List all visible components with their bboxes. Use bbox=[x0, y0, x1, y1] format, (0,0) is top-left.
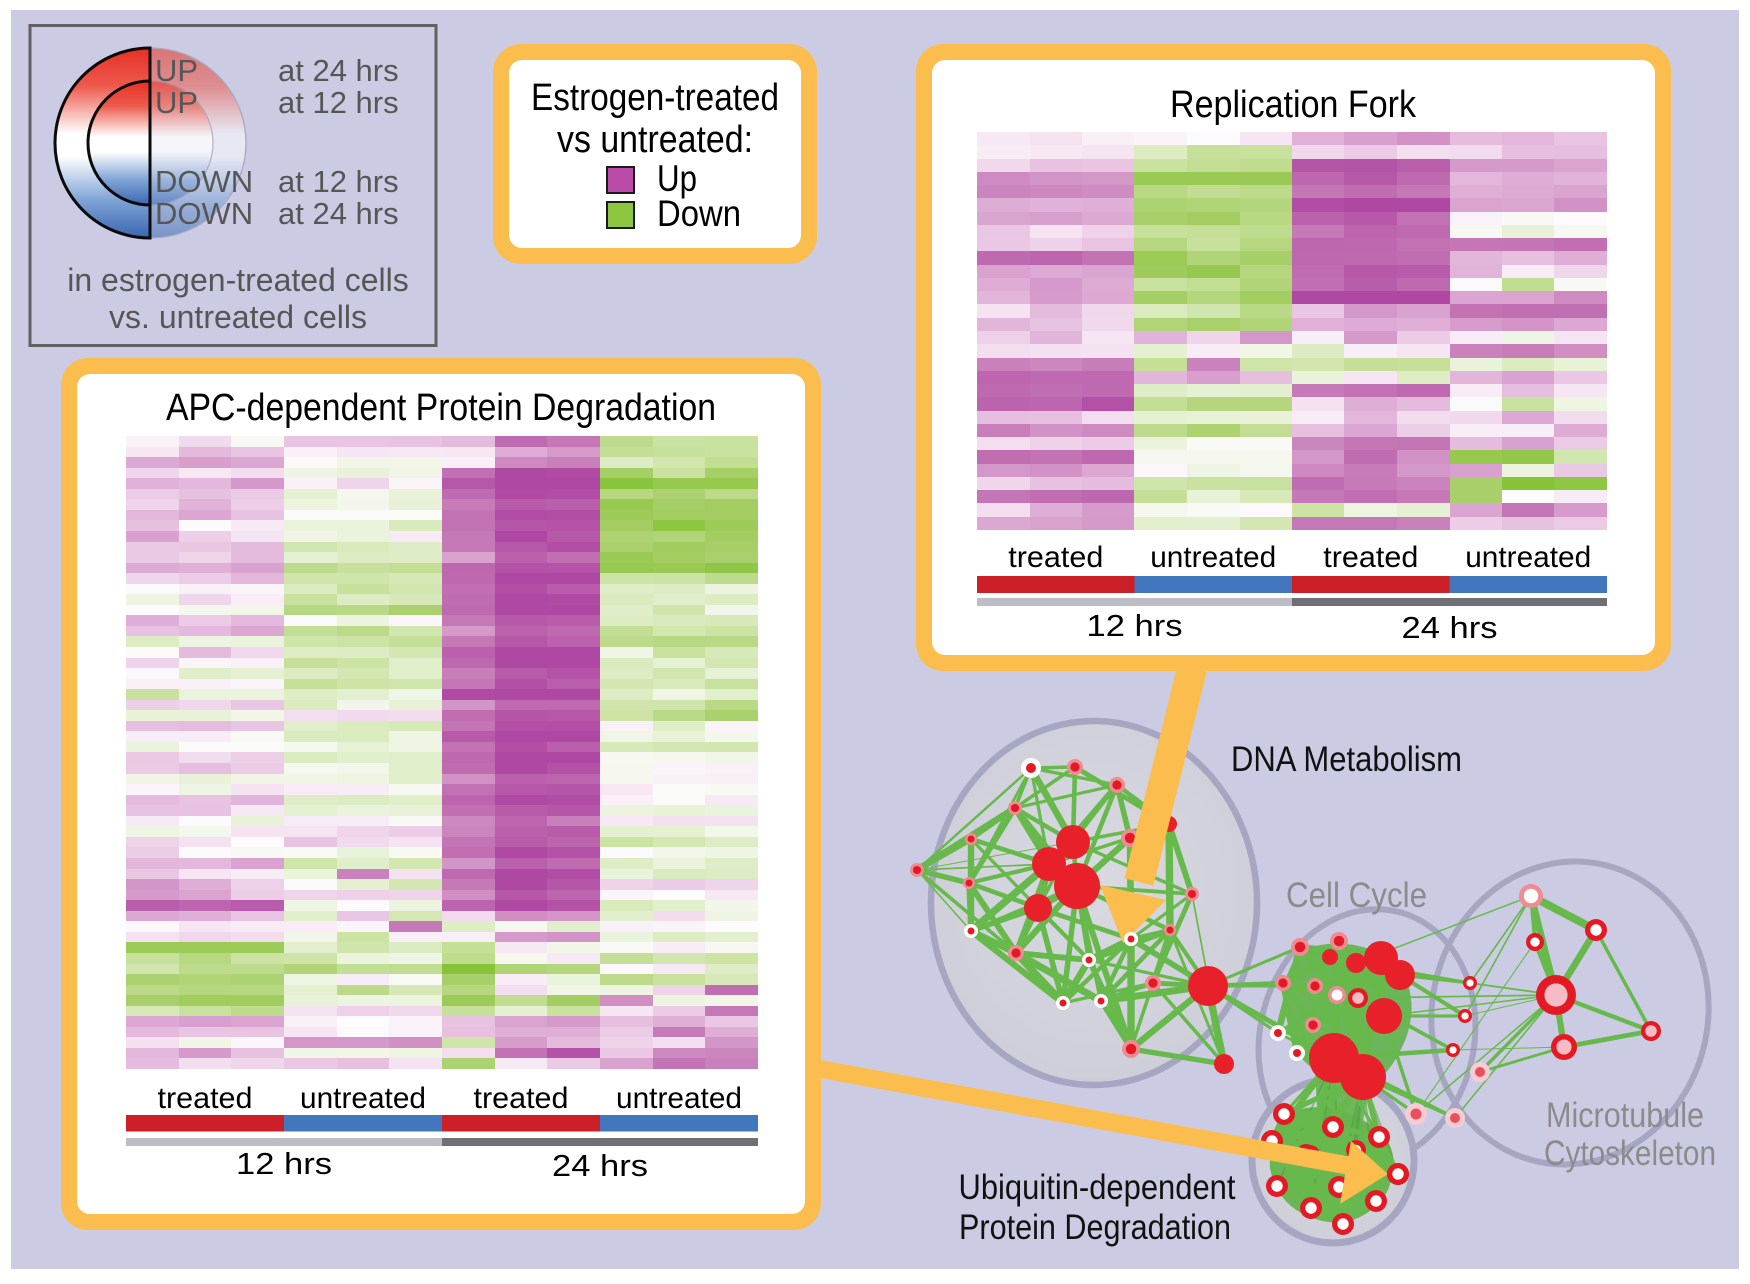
svg-text:Cytoskeleton: Cytoskeleton bbox=[1544, 1133, 1716, 1173]
svg-text:vs. untreated cells: vs. untreated cells bbox=[109, 299, 367, 335]
svg-text:untreated: untreated bbox=[1465, 541, 1591, 574]
svg-text:at 12 hrs: at 12 hrs bbox=[278, 164, 399, 199]
svg-text:APC-dependent Protein Degradat: APC-dependent Protein Degradation bbox=[166, 387, 716, 429]
svg-text:at 12 hrs: at 12 hrs bbox=[278, 85, 399, 120]
svg-text:treated: treated bbox=[1323, 541, 1418, 574]
svg-text:untreated: untreated bbox=[300, 1082, 426, 1115]
svg-text:in estrogen-treated cells: in estrogen-treated cells bbox=[67, 262, 409, 298]
svg-text:vs untreated:: vs untreated: bbox=[557, 119, 753, 161]
svg-text:treated: treated bbox=[474, 1082, 569, 1115]
svg-text:untreated: untreated bbox=[1150, 541, 1276, 574]
svg-text:Cell Cycle: Cell Cycle bbox=[1286, 875, 1427, 915]
svg-text:Down: Down bbox=[657, 193, 741, 234]
svg-text:UP: UP bbox=[155, 53, 198, 88]
svg-text:Ubiquitin-dependent: Ubiquitin-dependent bbox=[959, 1167, 1236, 1207]
svg-text:24 hrs: 24 hrs bbox=[552, 1148, 648, 1183]
svg-text:at 24 hrs: at 24 hrs bbox=[278, 196, 399, 231]
svg-text:Protein Degradation: Protein Degradation bbox=[959, 1207, 1231, 1247]
svg-text:DOWN: DOWN bbox=[155, 196, 253, 231]
svg-text:12 hrs: 12 hrs bbox=[236, 1146, 332, 1181]
svg-text:Estrogen-treated: Estrogen-treated bbox=[531, 77, 779, 119]
svg-text:DOWN: DOWN bbox=[155, 164, 253, 199]
svg-text:Replication Fork: Replication Fork bbox=[1170, 84, 1417, 126]
svg-text:DNA Metabolism: DNA Metabolism bbox=[1231, 739, 1462, 779]
svg-text:Microtubule: Microtubule bbox=[1546, 1095, 1704, 1135]
svg-text:Up: Up bbox=[657, 158, 697, 199]
svg-text:treated: treated bbox=[158, 1082, 253, 1115]
svg-text:12 hrs: 12 hrs bbox=[1087, 608, 1183, 643]
svg-text:UP: UP bbox=[155, 85, 198, 120]
svg-text:treated: treated bbox=[1008, 541, 1103, 574]
svg-text:untreated: untreated bbox=[616, 1082, 742, 1115]
svg-text:24 hrs: 24 hrs bbox=[1402, 610, 1498, 645]
svg-text:at 24 hrs: at 24 hrs bbox=[278, 53, 399, 88]
